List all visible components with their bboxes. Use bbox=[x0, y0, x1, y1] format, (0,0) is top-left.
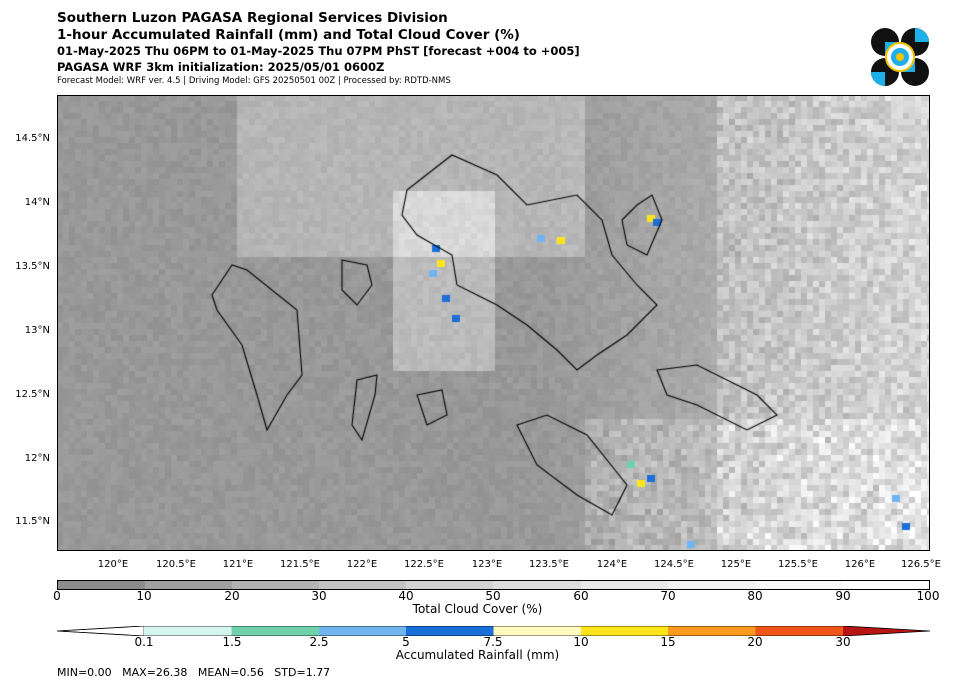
lon-label-126: 126°E bbox=[844, 559, 876, 570]
cloud-bin-4 bbox=[406, 581, 494, 589]
cloud-tick: 80 bbox=[747, 589, 763, 603]
rain-tick: 10 bbox=[573, 635, 589, 649]
lat-label-11-5: 11.5°N bbox=[15, 516, 50, 527]
cloud-bin-3 bbox=[319, 581, 407, 589]
cloud-bin-1 bbox=[145, 581, 233, 589]
lat-label-14: 14°N bbox=[24, 197, 50, 208]
rain-bin-4 bbox=[406, 626, 494, 636]
lat-label-14-5: 14.5°N bbox=[15, 133, 50, 144]
cloud-colorbar-label: Total Cloud Cover (%) bbox=[412, 602, 543, 616]
lon-label-122-5: 122.5°E bbox=[404, 559, 444, 570]
cloud-tick: 10 bbox=[136, 589, 152, 603]
cloud-tick: 100 bbox=[916, 589, 940, 603]
rain-bin-2 bbox=[231, 626, 319, 636]
rainfall-colorbar bbox=[57, 626, 930, 636]
rain-bin-8 bbox=[755, 626, 843, 636]
lon-label-122: 122°E bbox=[346, 559, 378, 570]
cloud-bin-8 bbox=[754, 581, 842, 589]
cloud-bin-9 bbox=[841, 581, 929, 589]
rain-tick: 5 bbox=[402, 635, 410, 649]
cloud-rain-map-canvas bbox=[57, 95, 930, 551]
rain-tick: 0.1 bbox=[134, 635, 154, 649]
rain-bin-9 bbox=[843, 626, 930, 636]
rain-bin-1 bbox=[144, 626, 232, 636]
lon-label-126-5: 126.5°E bbox=[901, 559, 941, 570]
rain-bin-0 bbox=[57, 626, 145, 636]
lon-label-121: 121°E bbox=[222, 559, 254, 570]
cloud-cover-colorbar bbox=[57, 580, 930, 590]
lat-label-13: 13°N bbox=[24, 325, 50, 336]
rain-tick: 1.5 bbox=[222, 635, 242, 649]
title-line-4: PAGASA WRF 3km initialization: 2025/05/0… bbox=[57, 60, 385, 74]
cloud-tick: 60 bbox=[573, 589, 589, 603]
lon-label-120: 120°E bbox=[97, 559, 129, 570]
pagasa-logo-icon bbox=[871, 28, 929, 86]
cloud-tick: 0 bbox=[53, 589, 61, 603]
lat-label-12: 12°N bbox=[24, 453, 50, 464]
cloud-bin-6 bbox=[580, 581, 668, 589]
lat-label-12-5: 12.5°N bbox=[15, 389, 50, 400]
lon-label-124-5: 124.5°E bbox=[654, 559, 694, 570]
lon-label-123-5: 123.5°E bbox=[529, 559, 569, 570]
title-line-3: 01-May-2025 Thu 06PM to 01-May-2025 Thu … bbox=[57, 44, 580, 58]
cloud-bin-0 bbox=[58, 581, 146, 589]
cloud-tick: 40 bbox=[398, 589, 414, 603]
title-line-5: Forecast Model: WRF ver. 4.5 | Driving M… bbox=[57, 76, 451, 86]
cloud-tick: 50 bbox=[485, 589, 501, 603]
rain-tick: 20 bbox=[747, 635, 763, 649]
cloud-tick: 30 bbox=[311, 589, 327, 603]
rain-bin-6 bbox=[581, 626, 668, 636]
rain-tick: 2.5 bbox=[309, 635, 329, 649]
weather-map bbox=[57, 95, 930, 551]
lon-label-121-5: 121.5°E bbox=[280, 559, 320, 570]
lon-label-125: 125°E bbox=[720, 559, 752, 570]
rain-bin-3 bbox=[319, 626, 406, 636]
rain-colorbar-label: Accumulated Rainfall (mm) bbox=[395, 648, 560, 662]
rain-tick: 7.5 bbox=[483, 635, 503, 649]
rain-bin-5 bbox=[493, 626, 581, 636]
cloud-bin-7 bbox=[667, 581, 755, 589]
lon-label-125-5: 125.5°E bbox=[778, 559, 818, 570]
rain-bin-7 bbox=[668, 626, 756, 636]
lon-label-120-5: 120.5°E bbox=[156, 559, 196, 570]
cloud-tick: 90 bbox=[835, 589, 851, 603]
cloud-bin-5 bbox=[493, 581, 581, 589]
lat-label-13-5: 13.5°N bbox=[15, 261, 50, 272]
lon-label-124: 124°E bbox=[596, 559, 628, 570]
lon-label-123: 123°E bbox=[471, 559, 503, 570]
cloud-tick: 70 bbox=[660, 589, 676, 603]
title-line-2: 1-hour Accumulated Rainfall (mm) and Tot… bbox=[57, 27, 520, 43]
title-line-1: Southern Luzon PAGASA Regional Services … bbox=[57, 10, 448, 26]
cloud-tick: 20 bbox=[224, 589, 240, 603]
rain-tick: 15 bbox=[660, 635, 676, 649]
rain-tick: 30 bbox=[835, 635, 851, 649]
statistics-line: MIN=0.00 MAX=26.38 MEAN=0.56 STD=1.77 bbox=[57, 666, 331, 679]
cloud-bin-2 bbox=[232, 581, 320, 589]
